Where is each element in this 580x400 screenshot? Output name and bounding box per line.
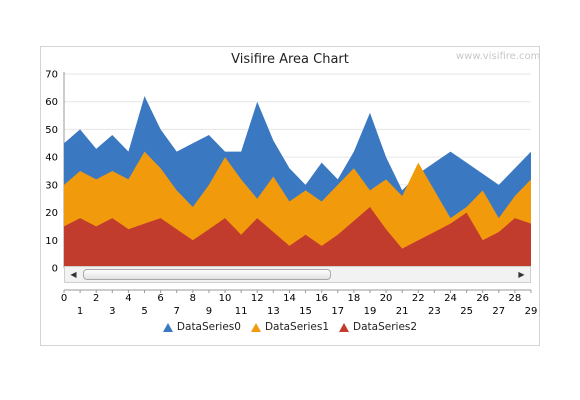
legend-item-0: DataSeries0 [162,321,241,333]
x-tick-label-16: 16 [315,293,328,304]
area-series-2 [64,207,531,268]
legend-label: DataSeries1 [264,321,330,333]
scroll-thumb[interactable] [83,269,331,280]
x-tick-label-21: 21 [396,306,409,317]
x-tick-label-9: 9 [206,306,212,317]
x-tick-label-25: 25 [460,306,473,317]
y-tick-label-20: 20 [45,208,58,219]
chart-title: Visifire Area Chart [231,52,349,67]
x-tick-label-11: 11 [235,306,248,317]
legend-triangle-icon [339,322,350,332]
x-tick-label-0: 0 [61,293,67,304]
x-tick-label-8: 8 [190,293,196,304]
y-tick-label-50: 50 [45,125,58,136]
x-tick-label-13: 13 [267,306,280,317]
y-tick-label-40: 40 [45,153,58,164]
x-tick-label-17: 17 [331,306,344,317]
x-tick-label-19: 19 [364,306,377,317]
x-tick-label-3: 3 [109,306,115,317]
watermark-link[interactable]: www.visifire.com [456,51,541,62]
x-tick-label-26: 26 [476,293,489,304]
x-tick-label-18: 18 [347,293,360,304]
legend-item-1: DataSeries1 [250,321,330,333]
x-tick-label-20: 20 [380,293,393,304]
legend-label: DataSeries2 [353,321,418,333]
legend-label: DataSeries0 [176,321,241,333]
y-tick-label-70: 70 [45,70,58,81]
y-tick-label-30: 30 [45,180,58,191]
legend-triangle-icon [162,322,173,332]
x-tick-label-6: 6 [157,293,163,304]
horizontal-scrollbar[interactable]: ◀ ▶ [64,266,531,283]
x-tick-label-28: 28 [509,293,522,304]
x-tick-label-24: 24 [444,293,457,304]
legend-triangle-icon [250,322,261,332]
y-tick-label-60: 60 [45,97,58,108]
x-tick-label-23: 23 [428,306,441,317]
scroll-left-arrow-icon[interactable]: ◀ [70,270,77,279]
x-tick-label-7: 7 [174,306,180,317]
y-tick-label-0: 0 [52,264,58,275]
x-tick-label-29: 29 [525,306,538,317]
x-tick-label-5: 5 [141,306,147,317]
x-tick-label-12: 12 [251,293,264,304]
scroll-right-arrow-icon[interactable]: ▶ [518,270,525,279]
y-tick-label-10: 10 [45,236,58,247]
x-tick-label-14: 14 [283,293,296,304]
x-tick-label-15: 15 [299,306,312,317]
x-tick-label-27: 27 [492,306,505,317]
x-tick-label-10: 10 [219,293,232,304]
legend-item-2: DataSeries2 [339,321,417,333]
x-tick-label-1: 1 [77,306,83,317]
x-tick-label-4: 4 [125,293,131,304]
x-tick-label-22: 22 [412,293,425,304]
x-tick-label-2: 2 [93,293,99,304]
chart-legend: DataSeries0 DataSeries1 DataSeries2 [0,321,580,333]
